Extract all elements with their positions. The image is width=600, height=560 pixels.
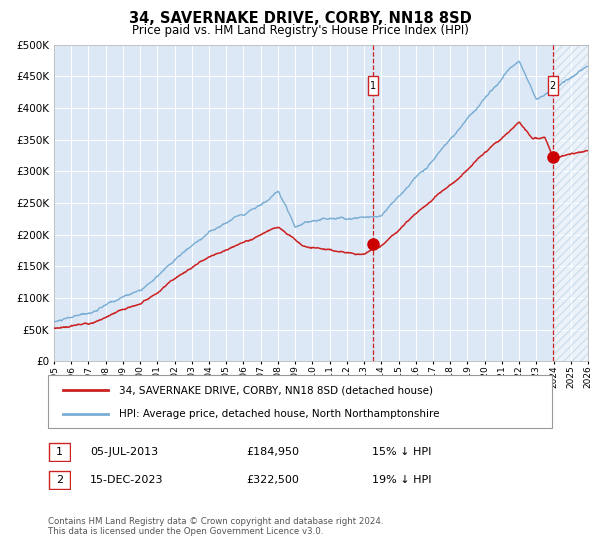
Text: 2: 2 (550, 81, 556, 91)
Text: £322,500: £322,500 (246, 475, 299, 485)
Bar (554, 45, 588, 361)
Text: 1: 1 (370, 81, 376, 91)
FancyBboxPatch shape (48, 375, 552, 428)
Text: 05-JUL-2013: 05-JUL-2013 (90, 447, 158, 457)
Text: 2: 2 (56, 475, 63, 485)
Text: Price paid vs. HM Land Registry's House Price Index (HPI): Price paid vs. HM Land Registry's House … (131, 24, 469, 37)
Text: 15-DEC-2023: 15-DEC-2023 (90, 475, 163, 485)
Text: 19% ↓ HPI: 19% ↓ HPI (372, 475, 431, 485)
Text: HPI: Average price, detached house, North Northamptonshire: HPI: Average price, detached house, Nort… (119, 408, 439, 418)
FancyBboxPatch shape (368, 77, 377, 95)
Text: 34, SAVERNAKE DRIVE, CORBY, NN18 8SD (detached house): 34, SAVERNAKE DRIVE, CORBY, NN18 8SD (de… (119, 385, 433, 395)
Text: Contains HM Land Registry data © Crown copyright and database right 2024.
This d: Contains HM Land Registry data © Crown c… (48, 517, 383, 536)
Text: 15% ↓ HPI: 15% ↓ HPI (372, 447, 431, 457)
Text: 1: 1 (56, 447, 63, 457)
FancyBboxPatch shape (49, 443, 70, 461)
Text: £184,950: £184,950 (246, 447, 299, 457)
FancyBboxPatch shape (49, 471, 70, 489)
Text: 34, SAVERNAKE DRIVE, CORBY, NN18 8SD: 34, SAVERNAKE DRIVE, CORBY, NN18 8SD (128, 11, 472, 26)
FancyBboxPatch shape (548, 77, 557, 95)
